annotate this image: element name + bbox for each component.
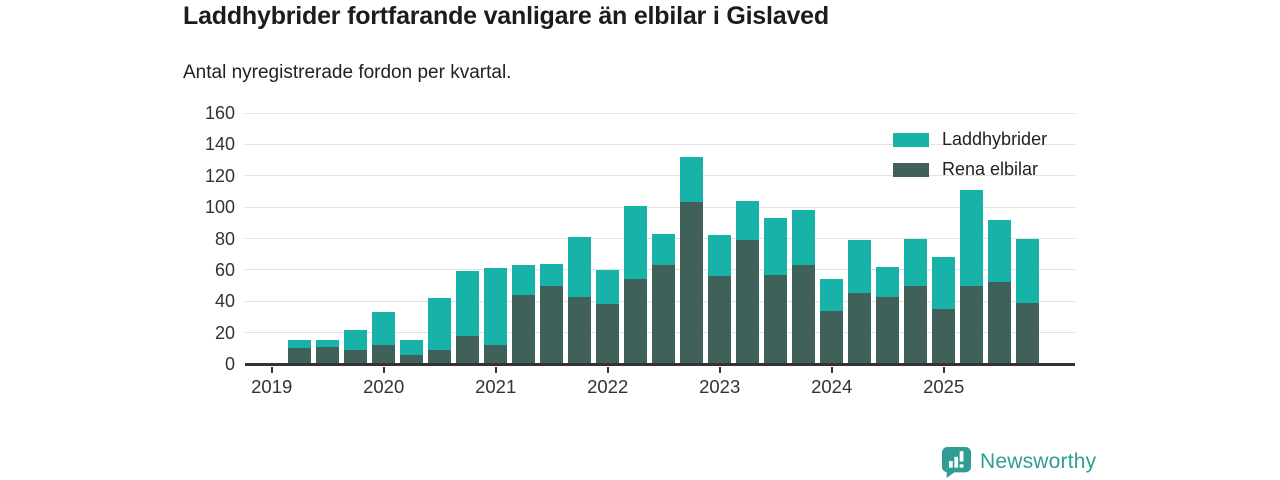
chart-subtitle: Antal nyregistrerade fordon per kvartal. [183,62,512,83]
bar-segment-rena-elbilar [624,279,648,364]
bar-segment-rena-elbilar [736,240,760,364]
bar-segment-rena-elbilar [764,274,788,364]
bar-segment-rena-elbilar [428,349,452,364]
bar-segment-laddhybrider [316,340,340,347]
bar-segment-rena-elbilar [540,285,564,364]
x-axis-line [245,363,1075,366]
bar-segment-laddhybrider [848,240,872,294]
y-tick-label: 120 [204,165,235,186]
x-tick-label: 2023 [699,376,741,397]
bar-segment-laddhybrider [288,340,312,349]
x-tick-label: 2022 [587,376,629,397]
bar-segment-laddhybrider [680,156,704,203]
x-tick-label: 2021 [475,376,517,397]
gridline [245,175,1075,177]
bar-segment-laddhybrider [792,210,816,266]
bar-segment-laddhybrider [456,271,480,336]
bar-segment-rena-elbilar [708,276,732,364]
legend-swatch [893,162,929,177]
y-tick-label: 40 [214,291,235,312]
legend-label: Laddhybrider [942,129,1048,149]
bar-segment-laddhybrider [904,238,928,286]
bar-segment-laddhybrider [932,257,956,310]
bar-segment-laddhybrider [540,263,564,286]
bar-segment-laddhybrider [876,266,900,297]
y-tick-label: 0 [224,354,235,374]
y-tick-label: 60 [214,259,235,280]
x-tick-label: 2020 [363,376,405,397]
gridline [245,112,1075,114]
gridline [245,143,1075,145]
bar-segment-rena-elbilar [820,310,844,364]
bar-segment-rena-elbilar [372,345,396,364]
axis-tick [382,367,385,373]
bar-segment-rena-elbilar [512,294,536,364]
legend-item-laddhybrider: Laddhybrider [893,129,1047,150]
bar-segment-laddhybrider [820,279,844,311]
y-tick-label: 20 [214,322,235,343]
bar-segment-laddhybrider [988,219,1012,283]
legend: Laddhybrider Rena elbilar [893,129,1047,189]
bar-segment-laddhybrider [484,268,508,346]
bar-segment-laddhybrider [512,265,536,295]
bar-segment-rena-elbilar [400,354,424,364]
y-tick-label: 80 [214,228,235,249]
bar-segment-laddhybrider [652,233,676,266]
bar-segment-rena-elbilar [344,349,368,364]
bar-segment-rena-elbilar [456,335,480,364]
x-tick-label: 2024 [811,376,853,397]
y-tick-label: 140 [204,134,235,155]
bar-segment-laddhybrider [344,329,368,350]
axis-tick [718,367,721,373]
axis-tick [270,367,273,373]
x-tick-label: 2025 [923,376,965,397]
bar-segment-laddhybrider [1016,238,1040,303]
bar-segment-rena-elbilar [960,285,984,364]
newsworthy-logo-icon [941,446,972,478]
bar-segment-laddhybrider [596,269,620,305]
y-tick-label: 160 [204,103,235,123]
bar-segment-laddhybrider [400,340,424,355]
bar-segment-laddhybrider [708,235,732,277]
bar-segment-rena-elbilar [988,282,1012,364]
legend-swatch [893,132,929,147]
newsworthy-logo-text: Newsworthy [980,450,1097,473]
bar-segment-rena-elbilar [652,265,676,364]
axis-tick [830,367,833,373]
bar-segment-rena-elbilar [680,202,704,364]
legend-label: Rena elbilar [942,159,1039,179]
axis-tick [606,367,609,373]
y-tick-label: 100 [204,197,235,218]
newsworthy-logo[interactable]: Newsworthy [941,446,1096,478]
axis-tick [494,367,497,373]
bar-segment-rena-elbilar [288,348,312,364]
bar-segment-rena-elbilar [792,265,816,364]
bar-segment-rena-elbilar [316,346,340,364]
bar-segment-rena-elbilar [596,304,620,364]
bar-segment-rena-elbilar [932,309,956,364]
bar-segment-laddhybrider [568,236,592,297]
bar-segment-laddhybrider [428,298,452,350]
bar-segment-rena-elbilar [568,296,592,364]
bar-segment-rena-elbilar [876,296,900,364]
bar-segment-rena-elbilar [904,285,928,364]
bar-segment-rena-elbilar [1016,302,1040,364]
bar-segment-laddhybrider [764,218,788,275]
gridline [245,206,1075,208]
bar-segment-rena-elbilar [484,345,508,364]
chart-title: Laddhybrider fortfarande vanligare än el… [183,2,829,30]
bar-segment-laddhybrider [960,189,984,286]
plot-area: 0 20 40 60 80 100 120 140 160 2019 2020 2021 2022 202… [205,103,1075,397]
bar-segment-laddhybrider [736,200,760,241]
bar-segment-rena-elbilar [848,293,872,364]
bar-segment-laddhybrider [624,205,648,280]
axis-tick [942,367,945,373]
bar-segment-laddhybrider [372,312,396,346]
legend-item-rena-elbilar: Rena elbilar [893,159,1047,180]
x-tick-label: 2019 [251,376,293,397]
